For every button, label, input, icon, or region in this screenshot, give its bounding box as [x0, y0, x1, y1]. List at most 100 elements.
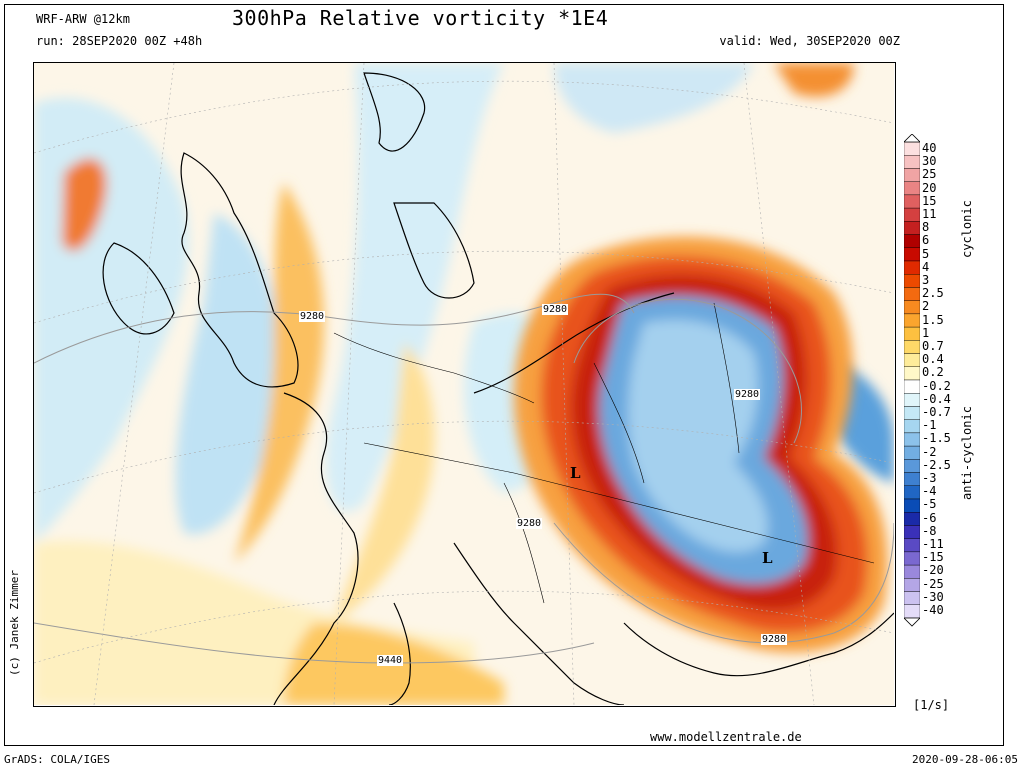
contour-label: 9280 — [299, 311, 326, 322]
figure-frame — [4, 4, 1004, 746]
contour-label: 9280 — [761, 634, 788, 645]
vorticity-field — [34, 63, 894, 705]
colorbar-cell — [904, 207, 920, 222]
colorbar-cell — [904, 260, 920, 275]
colorbar-cell — [904, 498, 920, 513]
colorbar-cell — [904, 353, 920, 367]
colorbar-level-label: -4 — [922, 484, 937, 499]
colorbar-cell — [904, 168, 920, 182]
colorbar-cell — [904, 340, 920, 354]
colorbar-level-label: -2 — [922, 444, 937, 459]
colorbar-level-label: 30 — [922, 154, 937, 169]
colorbar-level-label: -1 — [922, 418, 937, 433]
chart-title: 300hPa Relative vorticity *1E4 — [232, 6, 609, 30]
colorbar-level-label: -6 — [922, 510, 937, 525]
software-credit: GrADS: COLA/IGES — [4, 753, 110, 766]
anticyclonic-label: anti-cyclonic — [960, 406, 974, 500]
colorbar-level-label: -8 — [922, 523, 937, 538]
vorticity-map: 9280 9280 9280 9280 9280 9440 L L — [33, 62, 896, 707]
low-pressure-marker: L — [570, 464, 581, 482]
colorbar-level-label: 8 — [922, 220, 930, 235]
colorbar-level-label: 20 — [922, 180, 937, 195]
contour-label: 9280 — [734, 389, 761, 400]
cyclone-band — [514, 236, 888, 653]
contour-label: 9280 — [542, 304, 569, 315]
colorbar-cell — [904, 141, 920, 156]
contour-label: 9440 — [377, 655, 404, 666]
colorbar-level-label: -3 — [922, 471, 937, 485]
colorbar-cell — [904, 181, 920, 196]
units-label: [1/s] — [913, 698, 950, 712]
colorbar-cell — [904, 459, 920, 473]
colorbar-cell — [904, 512, 920, 526]
colorbar-level-label: 4 — [922, 259, 930, 274]
colorbar-cell — [904, 300, 920, 315]
colorbar-cell — [904, 326, 920, 341]
colorbar-level-label: 40 — [922, 141, 937, 155]
copyright-label: (c) Janek Zimmer — [8, 570, 21, 676]
colorbar-level-label: 0.2 — [922, 365, 944, 380]
colorbar-cell — [904, 366, 920, 381]
colorbar-level-label: -0.2 — [922, 378, 951, 393]
website-label: www.modellzentrale.de — [650, 730, 802, 744]
colorbar-cell — [904, 194, 920, 209]
colorbar-level-label: 5 — [922, 246, 930, 261]
generation-timestamp: 2020-09-28-06:05 — [912, 753, 1018, 766]
colorbar-cell — [904, 419, 920, 434]
colorbar-cell — [904, 406, 920, 420]
graticule — [34, 63, 894, 705]
colorbar-cell — [904, 578, 920, 592]
colorbar-level-label: -5 — [922, 497, 937, 512]
colorbar-cell — [904, 393, 920, 407]
colorbar — [904, 134, 920, 627]
colorbar-cell — [904, 525, 920, 539]
colorbar-cell — [904, 313, 920, 328]
height-contours — [34, 293, 894, 664]
colorbar-cell — [904, 604, 920, 619]
colorbar-level-label: -20 — [922, 563, 944, 578]
colorbar-level-label: -0.4 — [922, 391, 951, 406]
colorbar-level-label: 15 — [922, 193, 937, 208]
colorbar-cell — [904, 551, 920, 566]
colorbar-level-label: 0.7 — [922, 339, 944, 353]
colorbar-level-label: 6 — [922, 233, 930, 248]
low-pressure-marker: L — [762, 549, 773, 567]
colorbar-cell — [904, 564, 920, 579]
colorbar-cell — [904, 485, 920, 500]
colorbar-level-label: 3 — [922, 273, 930, 287]
colorbar-cell — [904, 221, 920, 235]
colorbar-level-label: -2.5 — [922, 457, 951, 472]
colorbar-level-label: 2.5 — [922, 286, 944, 301]
colorbar-level-label: -40 — [922, 603, 944, 617]
colorbar-level-label: -1.5 — [922, 431, 951, 446]
colorbar-cell — [904, 379, 920, 394]
colorbar-cell — [904, 538, 920, 553]
colorbar-level-label: 2 — [922, 299, 930, 314]
colorbar-cell — [904, 287, 920, 301]
colorbar-level-label: -30 — [922, 589, 944, 604]
run-label: run: 28SEP2020 00Z +48h — [36, 34, 203, 48]
colorbar-cell — [904, 591, 920, 605]
colorbar-level-label: -11 — [922, 537, 944, 551]
model-label: WRF-ARW @12km — [36, 12, 130, 26]
map-canvas — [34, 63, 894, 705]
colorbar-level-label: 1 — [922, 325, 930, 340]
colorbar-cell — [904, 155, 920, 169]
colorbar-level-label: 25 — [922, 167, 937, 182]
cyclonic-label: cyclonic — [960, 200, 974, 258]
colorbar-cell — [904, 472, 920, 486]
colorbar-level-label: 11 — [922, 207, 937, 221]
colorbar-cell — [904, 445, 920, 460]
colorbar-cell — [904, 234, 920, 248]
colorbar-level-label: -25 — [922, 576, 944, 591]
contour-label: 9280 — [516, 518, 543, 529]
colorbar-cell — [904, 247, 920, 262]
valid-time-label: valid: Wed, 30SEP2020 00Z — [719, 34, 900, 48]
colorbar-cell — [904, 432, 920, 447]
colorbar-cell — [904, 274, 920, 288]
colorbar-level-label: 1.5 — [922, 312, 944, 327]
borders — [333, 302, 875, 604]
colorbar-level-label: -0.7 — [922, 405, 951, 419]
colorbar-level-label: -15 — [922, 550, 944, 565]
colorbar-level-label: 0.4 — [922, 352, 944, 367]
